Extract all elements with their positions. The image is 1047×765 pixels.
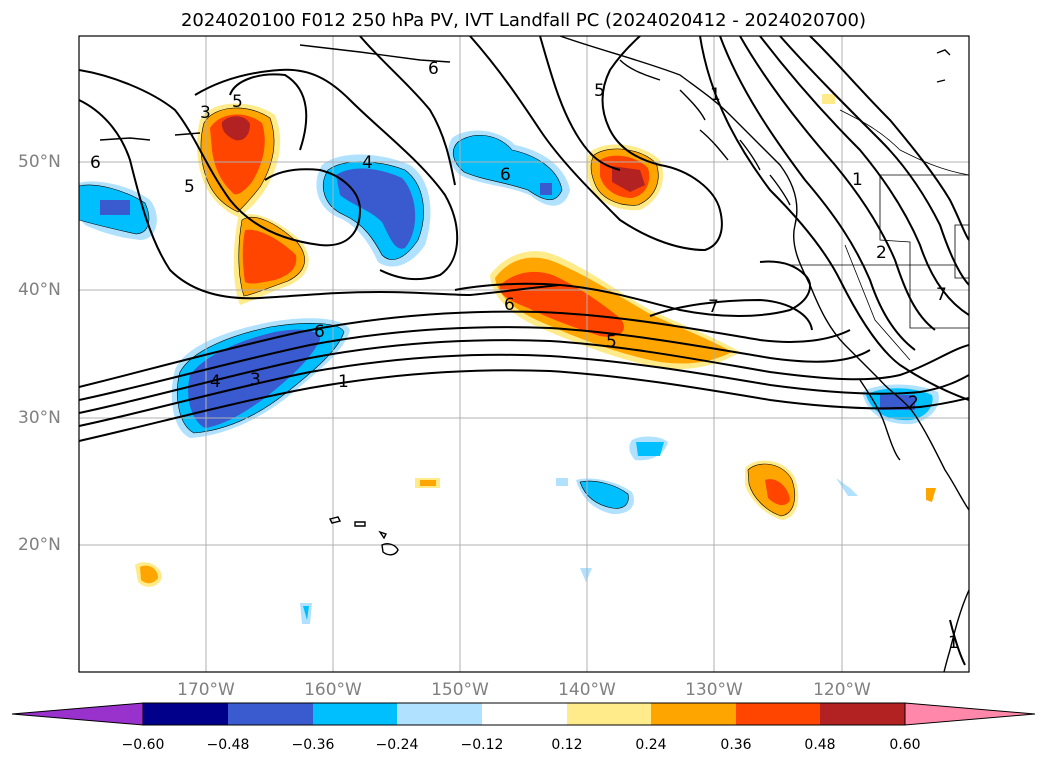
colorbar-tick-label: −0.48 xyxy=(206,737,250,753)
colorbar-segment xyxy=(651,703,736,725)
map-title: 2024020100 F012 250 hPa PV, IVT Landfall… xyxy=(180,10,867,31)
contour-label: 7 xyxy=(936,285,947,305)
map-frame xyxy=(78,35,970,673)
colorbar-segment xyxy=(397,703,482,725)
pv-positive-anomalies xyxy=(135,94,936,587)
contour-label: 2 xyxy=(908,393,919,413)
contour-label: 3 xyxy=(250,370,261,390)
contour-label: 4 xyxy=(362,153,373,173)
contour-label: 1 xyxy=(338,372,349,392)
colorbar-frame xyxy=(142,702,906,726)
contour-label: 5 xyxy=(232,92,243,112)
lon-label: 170°W xyxy=(177,680,235,700)
colorbar-segment xyxy=(820,703,905,725)
lon-label: 160°W xyxy=(304,680,362,700)
lat-label: 20°N xyxy=(18,535,61,555)
contour-labels: 5 6 3 4 6 5 7 5 6 1 2 1 6 4 3 1 5 6 7 2 … xyxy=(90,59,959,653)
pv-contours xyxy=(79,36,969,666)
contour-label: 5 xyxy=(184,177,195,197)
anomaly-outlines xyxy=(79,107,795,517)
contour-label: 6 xyxy=(314,322,325,342)
contour-label: 6 xyxy=(500,165,511,185)
colorbar-segment xyxy=(143,703,228,725)
colorbar-tick-label: 0.48 xyxy=(804,737,836,753)
coastlines xyxy=(99,36,969,672)
colorbar-segment xyxy=(567,703,651,725)
colorbar-tick-label: 0.36 xyxy=(720,737,752,753)
contour-label: 3 xyxy=(200,103,211,123)
lat-label: 30°N xyxy=(18,408,61,428)
lon-label: 150°W xyxy=(431,680,489,700)
contour-label: 4 xyxy=(210,372,221,392)
lon-label: 120°W xyxy=(813,680,871,700)
contour-label: 6 xyxy=(90,153,101,173)
colorbar-tick-label: 0.24 xyxy=(635,737,667,753)
contour-label: 6 xyxy=(504,295,515,315)
colorbar-segment xyxy=(736,703,820,725)
map-panel: 5 6 3 4 6 5 7 5 6 1 2 1 6 4 3 1 5 6 7 2 … xyxy=(79,36,969,672)
contour-label: 5 xyxy=(606,332,617,352)
colorbar-segment xyxy=(228,703,313,725)
colorbar-segment xyxy=(313,703,397,725)
contour-label: 1 xyxy=(948,633,959,653)
colorbar-tick-label: 0.60 xyxy=(889,737,921,753)
colorbar-tick-label: −0.12 xyxy=(460,737,504,753)
colorbar-tick-label: −0.24 xyxy=(375,737,419,753)
colorbar-tick-label: −0.36 xyxy=(291,737,335,753)
contour-label: 6 xyxy=(428,59,439,79)
lat-label: 40°N xyxy=(18,280,61,300)
colorbar xyxy=(11,702,1036,726)
lon-label: 140°W xyxy=(558,680,616,700)
colorbar-tick-label: −0.60 xyxy=(121,737,165,753)
colorbar-under-arrow xyxy=(11,702,144,726)
colorbar-segment xyxy=(482,703,567,725)
borders xyxy=(790,109,969,361)
contour-label: 1 xyxy=(710,85,721,105)
contour-label: 1 xyxy=(852,170,863,190)
lon-label: 130°W xyxy=(685,680,743,700)
contour-label: 5 xyxy=(594,81,605,101)
contour-label: 2 xyxy=(876,243,887,263)
colorbar-tick-label: 0.12 xyxy=(551,737,583,753)
colorbar-over-arrow xyxy=(904,702,1036,726)
lat-label: 50°N xyxy=(18,152,61,172)
contour-label: 7 xyxy=(708,297,719,317)
